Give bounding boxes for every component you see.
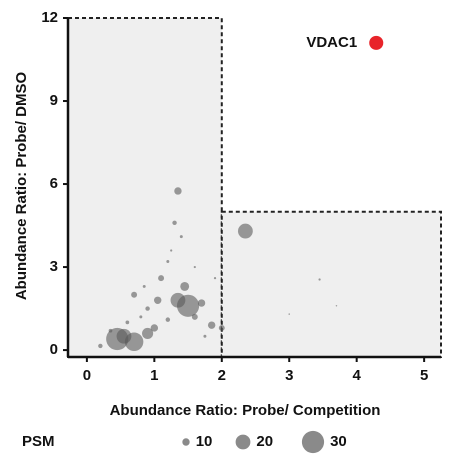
legend-bubble: [301, 430, 325, 454]
y-axis-title: Abundance Ratio: Probe/ DMSO: [13, 72, 30, 301]
bubble: [142, 327, 154, 340]
bubble: [335, 305, 338, 307]
region: [220, 210, 442, 358]
bubble: [108, 328, 113, 333]
bubble: [150, 324, 159, 332]
bubble: [158, 275, 165, 282]
y-tick-label: 9: [50, 92, 58, 109]
bubble: [98, 343, 103, 349]
bubble: [142, 284, 146, 288]
x-tick-label: 0: [83, 367, 91, 384]
point-label: VDAC1: [306, 34, 357, 51]
x-tick-label: 3: [285, 367, 293, 384]
bubble: [207, 321, 216, 329]
bubble: [166, 260, 170, 264]
bubble: [218, 324, 225, 331]
bubble: [154, 296, 162, 304]
bubble: [180, 281, 190, 291]
bubble: [288, 313, 290, 315]
y-tick-label: 0: [50, 341, 58, 358]
bubble: [179, 235, 183, 239]
bubble: [124, 332, 144, 352]
bubble: [145, 306, 150, 311]
bubble: [139, 315, 143, 319]
bubble: [174, 187, 182, 195]
bubble: [170, 249, 173, 252]
bubble: [213, 277, 217, 280]
bubble: [165, 317, 171, 322]
bubble: [191, 313, 198, 320]
bubble: [203, 334, 207, 338]
legend-label: 30: [330, 433, 347, 450]
y-tick-label: 12: [41, 9, 58, 26]
bubble: [369, 35, 384, 50]
legend-label: 20: [256, 433, 273, 450]
x-tick-label: 4: [353, 367, 362, 384]
legend-bubble: [182, 438, 190, 446]
y-tick-label: 3: [50, 258, 58, 275]
x-tick-label: 1: [150, 367, 158, 384]
bubble: [172, 220, 177, 226]
bubble: [318, 278, 321, 281]
bubble: [197, 299, 206, 307]
x-tick-label: 5: [420, 367, 428, 384]
legend-title: PSM: [22, 433, 55, 450]
bubble: [237, 223, 253, 239]
legend-label: 10: [196, 433, 213, 450]
bubble: [193, 265, 196, 269]
bubble: [176, 294, 200, 317]
y-tick-label: 6: [50, 175, 58, 192]
legend-bubble: [235, 434, 251, 450]
x-axis-title: Abundance Ratio: Probe/ Competition: [110, 402, 381, 419]
x-tick-label: 2: [218, 367, 226, 384]
bubble: [106, 327, 129, 351]
bubble: [131, 291, 138, 298]
bubble: [125, 320, 130, 325]
